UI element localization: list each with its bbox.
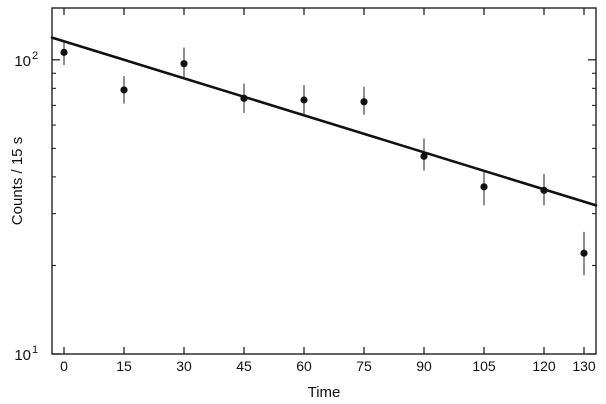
y-tick-base: 10	[14, 347, 31, 364]
fit-line	[50, 36, 598, 207]
data-point	[180, 60, 188, 68]
x-tick-label: 15	[116, 358, 132, 374]
x-tick-label: 75	[356, 358, 372, 374]
data-point	[60, 48, 68, 56]
y-axis-label: Counts / 15 s	[9, 137, 26, 225]
y-tick-label: 10	[14, 347, 31, 364]
data-point	[420, 152, 428, 160]
x-tick-label: 90	[416, 358, 432, 374]
x-tick-label: 105	[472, 358, 496, 374]
data-point	[240, 94, 248, 102]
data-point	[480, 183, 488, 191]
data-point	[580, 249, 588, 257]
y-tick-exponent: 2	[32, 50, 38, 62]
data-point	[300, 96, 308, 104]
data-points	[60, 40, 588, 276]
x-tick-label: 120	[532, 358, 556, 374]
plot-frame	[51, 7, 597, 355]
data-point	[540, 186, 548, 194]
x-tick-label: 130	[572, 358, 596, 374]
x-axis-label: Time	[308, 384, 341, 401]
data-point	[120, 86, 128, 94]
data-point	[360, 98, 368, 106]
x-tick-label: 60	[296, 358, 312, 374]
x-tick-label: 45	[236, 358, 252, 374]
x-tick-label: 0	[60, 358, 68, 374]
y-tick-label: 10	[14, 53, 31, 70]
x-axis: 0 15 30 45 60 75 90 105 120 130	[60, 8, 596, 374]
x-tick-label: 30	[176, 358, 192, 374]
y-tick-base: 10	[14, 53, 31, 70]
y-tick-exponent: 1	[32, 344, 38, 356]
